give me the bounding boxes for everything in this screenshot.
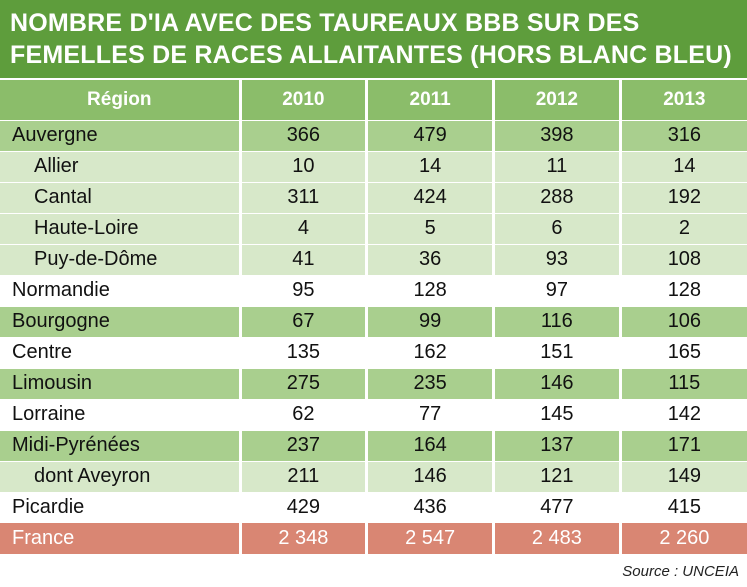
region-cell: Auvergne [0,119,242,151]
value-cell-2011: 424 [366,181,495,213]
value-cell-2012: 137 [493,429,622,461]
value-cell-2010: 275 [240,367,369,399]
region-cell: Picardie [0,492,242,523]
value-cell-2010: 429 [240,492,369,523]
value-cell-2011: 77 [366,399,495,430]
value-cell-2013: 2 [620,212,747,244]
value-cell-2011: 235 [366,367,495,399]
value-cell-2011: 14 [366,150,495,182]
value-cell-2013: 165 [620,337,747,368]
value-cell-2010: 366 [240,119,369,151]
region-cell: Centre [0,337,242,368]
region-cell: Limousin [0,367,242,399]
table-row: Bourgogne 67 99 116 106 [0,305,747,337]
value-cell-2013: 171 [620,429,747,461]
table-row: Puy-de-Dôme 41 36 93 108 [0,243,747,275]
data-table: Région 2010 2011 2012 2013 Auvergne 366 47… [0,80,747,554]
table-row: Cantal 311 424 288 192 [0,181,747,213]
value-cell-2011: 479 [366,119,495,151]
region-cell: Lorraine [0,399,242,430]
table-row: Midi-Pyrénées 237 164 137 171 [0,429,747,461]
value-cell-2010: 62 [240,399,369,430]
region-cell: Allier [0,150,242,182]
table-row: dont Aveyron 211 146 121 149 [0,460,747,492]
value-cell-2010: 237 [240,429,369,461]
value-cell-2012: 146 [493,367,622,399]
region-cell: Bourgogne [0,305,242,337]
value-cell-2013: 142 [620,399,747,430]
value-cell-2013: 14 [620,150,747,182]
value-cell-2013: 128 [620,275,747,306]
value-cell-2010: 2 348 [240,523,369,554]
value-cell-2011: 5 [366,212,495,244]
value-cell-2012: 121 [493,460,622,492]
table-row: Haute-Loire 4 5 6 2 [0,212,747,244]
value-cell-2010: 41 [240,243,369,275]
value-cell-2013: 2 260 [620,523,747,554]
value-cell-2012: 97 [493,275,622,306]
value-cell-2011: 128 [366,275,495,306]
value-cell-2010: 211 [240,460,369,492]
region-cell: Midi-Pyrénées [0,429,242,461]
value-cell-2012: 2 483 [493,523,622,554]
region-cell: dont Aveyron [0,460,242,492]
table-row: Picardie 429 436 477 415 [0,492,747,523]
column-header-2010: 2010 [240,80,369,120]
source-note: Source : UNCEIA [622,563,739,580]
value-cell-2010: 67 [240,305,369,337]
value-cell-2012: 11 [493,150,622,182]
region-cell: Haute-Loire [0,212,242,244]
column-header-2013: 2013 [620,80,747,120]
value-cell-2013: 149 [620,460,747,492]
value-cell-2011: 146 [366,460,495,492]
table-row: Centre 135 162 151 165 [0,337,747,368]
value-cell-2011: 164 [366,429,495,461]
value-cell-2012: 93 [493,243,622,275]
value-cell-2011: 99 [366,305,495,337]
column-header-region: Région [0,80,242,120]
value-cell-2012: 288 [493,181,622,213]
value-cell-2013: 115 [620,367,747,399]
column-header-2012: 2012 [493,80,622,120]
value-cell-2010: 95 [240,275,369,306]
value-cell-2012: 398 [493,119,622,151]
value-cell-2010: 311 [240,181,369,213]
region-cell: Normandie [0,275,242,306]
region-cell: Puy-de-Dôme [0,243,242,275]
table-body: Auvergne 366 479 398 316 Allier 10 14 11 14 Cantal… [0,119,747,554]
value-cell-2013: 192 [620,181,747,213]
table-row: Auvergne 366 479 398 316 [0,119,747,151]
region-cell: France [0,523,242,554]
table-row: Limousin 275 235 146 115 [0,367,747,399]
value-cell-2012: 145 [493,399,622,430]
chart-title: NOMBRE D'IA AVEC DES TAUREAUX BBB SUR DE… [0,0,747,78]
table-row: Normandie 95 128 97 128 [0,275,747,306]
region-cell: Cantal [0,181,242,213]
value-cell-2011: 2 547 [366,523,495,554]
table-row: Lorraine 62 77 145 142 [0,399,747,430]
total-row: France 2 348 2 547 2 483 2 260 [0,523,747,554]
value-cell-2011: 162 [366,337,495,368]
value-cell-2012: 151 [493,337,622,368]
value-cell-2012: 6 [493,212,622,244]
value-cell-2010: 135 [240,337,369,368]
value-cell-2011: 36 [366,243,495,275]
value-cell-2013: 106 [620,305,747,337]
value-cell-2010: 4 [240,212,369,244]
column-header-2011: 2011 [366,80,495,120]
header-row: Région 2010 2011 2012 2013 [0,80,747,120]
title-line-2: FEMELLES DE RACES ALLAITANTES (HORS BLAN… [10,41,732,69]
value-cell-2013: 415 [620,492,747,523]
value-cell-2010: 10 [240,150,369,182]
value-cell-2013: 108 [620,243,747,275]
value-cell-2012: 477 [493,492,622,523]
value-cell-2011: 436 [366,492,495,523]
value-cell-2012: 116 [493,305,622,337]
title-line-1: NOMBRE D'IA AVEC DES TAUREAUX BBB SUR DE… [10,9,640,37]
table-row: Allier 10 14 11 14 [0,150,747,182]
value-cell-2013: 316 [620,119,747,151]
